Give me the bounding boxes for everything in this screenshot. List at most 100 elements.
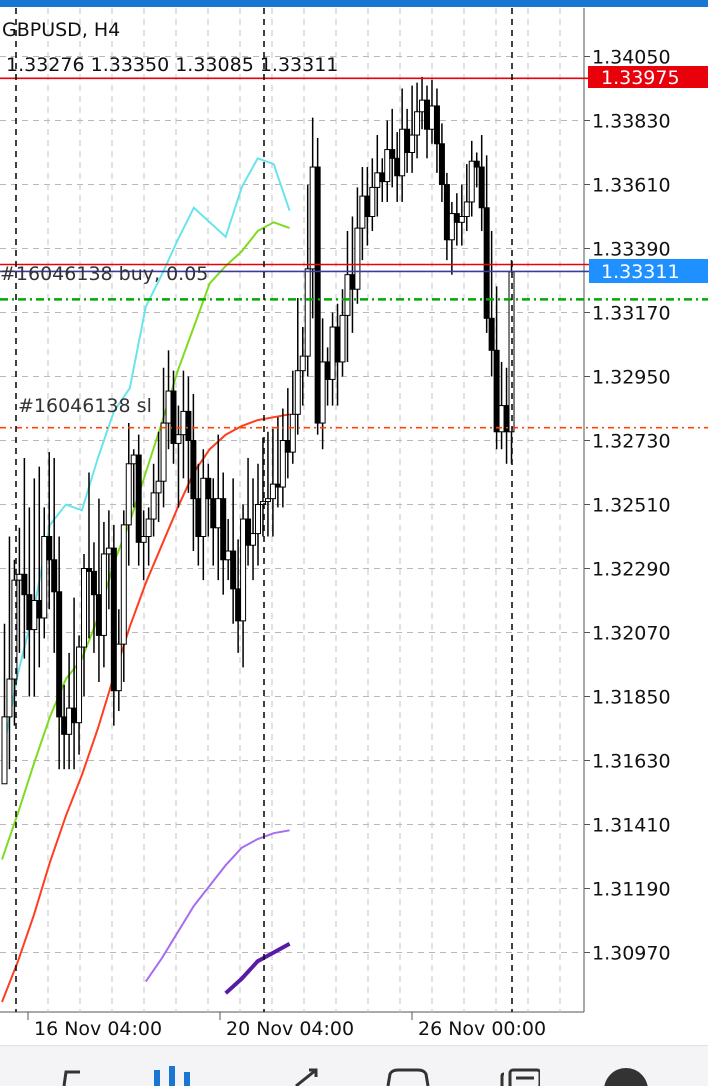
candle [279,408,286,508]
candle-body-bull [458,215,465,223]
candle-body-bull [6,678,13,718]
candle-body-bull [354,227,361,290]
candle [419,76,426,130]
candle [160,367,167,508]
candle [319,318,326,450]
candle-body-bull [414,111,421,136]
candle [259,437,266,537]
candle [145,507,152,566]
moving-average-line [1,413,290,1003]
candle [220,472,227,595]
bottom-toolbar [0,1045,708,1090]
order-buy-label[interactable]: #16046138 buy, 0.05 [0,263,208,285]
candle-body-bull [41,535,48,619]
candle-body-bear [424,99,431,130]
candle-body-bull [200,477,207,537]
candle [488,231,495,377]
candle-body-bull [448,213,455,241]
candle [61,684,68,770]
candle [269,428,276,537]
candle-body-bull [76,646,83,724]
candle [448,201,455,275]
candle-body-bull [339,314,346,363]
candle [354,187,361,304]
candle [414,82,421,159]
objects-icon[interactable] [386,1064,430,1087]
candle [215,434,222,581]
candle-body-bear [493,349,500,433]
candle-body-bear [284,439,291,453]
candle-body-bear [56,591,63,718]
candle [255,463,261,566]
trendline-icon[interactable] [284,1064,328,1088]
candle [41,507,48,639]
candle-body-bull [259,501,266,505]
candle [433,88,440,173]
candle [76,635,83,755]
menu-icon[interactable] [604,1064,648,1090]
candle [210,478,217,566]
candle-body-bear [36,599,43,619]
candle-body-bull [165,390,172,424]
price-tick-label: 1.33390 [592,238,671,260]
candle-body-bull [359,195,366,229]
candle [428,79,435,144]
candle [304,184,311,377]
candle [438,123,445,202]
candle [11,559,18,726]
templates-icon[interactable] [496,1064,542,1090]
price-tick-label: 1.30970 [592,942,671,964]
candle-body-bull [468,160,475,203]
price-tick-label: 1.32290 [592,558,671,580]
candle [240,504,247,668]
candle [16,527,23,653]
candle [195,463,202,566]
candle [309,117,316,319]
candle [56,536,63,770]
candle-body-bull [140,535,147,543]
candle [100,521,107,668]
candle-body-bear [334,326,341,363]
candle-body-bear [170,390,177,444]
candle-body-bull [81,567,88,648]
candlesticks [1,76,515,785]
candle [369,158,376,232]
price-tick-label: 1.31190 [592,878,671,900]
candle [140,510,147,581]
candle [424,85,431,159]
symbol-timeframe: GBPUSD, H4 [2,19,120,41]
candle [468,140,475,217]
candle-body-bull [374,172,381,188]
candle-body-bull [399,128,406,177]
candle [200,449,207,581]
price-chart[interactable]: 1.34050 1.33830 1.33610 1.33390 1.33170 1.329… [0,0,708,1045]
price-tick-label: 1.32950 [592,366,671,388]
candle [483,155,490,333]
candle-body-bear [85,567,92,572]
indicators-icon[interactable] [150,1064,194,1086]
candle-body-bull [1,716,8,785]
period-separators [15,8,513,1012]
candle-body-bull [240,518,247,622]
candle [85,472,92,639]
candle-body-bull [150,492,157,520]
candle-body-bull [344,274,351,316]
order-sl-label[interactable]: #16046138 sl [18,395,152,417]
time-tick-label: 20 Nov 04:00 [226,1018,354,1040]
candle-body-bear [433,105,440,145]
candle [105,510,112,610]
candle-body-bull [255,503,261,535]
price-tick-label: 1.32510 [592,494,671,516]
candle [503,367,510,464]
price-tick-label: 1.32730 [592,430,671,452]
candle [135,434,142,566]
candle-body-bear [230,550,237,590]
candle [329,312,336,406]
candle-body-bull [428,105,435,130]
candle [349,216,356,333]
moving-average-line [224,942,291,995]
candle [125,423,132,566]
crosshair-icon[interactable] [50,1064,94,1087]
price-tick-label: 1.31630 [592,750,671,772]
candle [31,478,38,697]
